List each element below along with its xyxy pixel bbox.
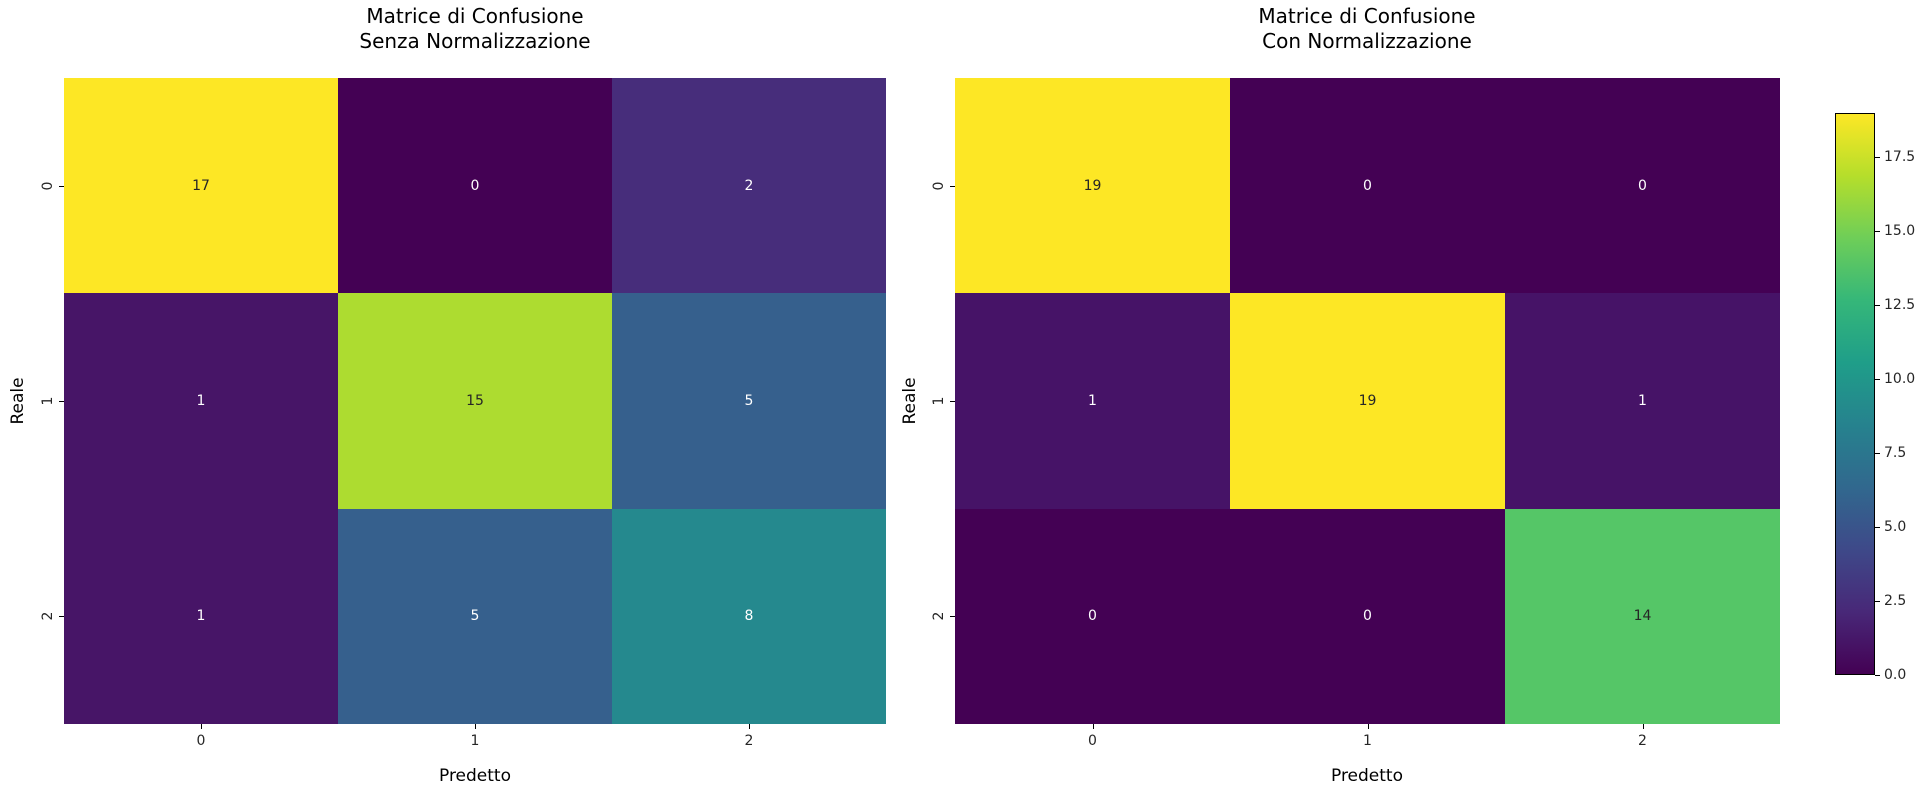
heatmap-cell-r1-c1: 19 — [1230, 293, 1505, 509]
right-xaxis-label: Predetto — [1330, 766, 1404, 786]
heatmap-cell-r2-c1: 0 — [1230, 508, 1505, 724]
heatmap-cell-r1-c1: 15 — [338, 293, 612, 509]
x-tick-label: 2 — [744, 733, 754, 749]
heatmap-cell-r1-c0: 1 — [64, 293, 338, 509]
right-plot-title: Matrice di Confusione Con Normalizzazion… — [1258, 4, 1476, 53]
colorbar-tick-mark — [1875, 675, 1880, 676]
heatmap-cell-r0-c1: 0 — [338, 78, 612, 294]
right-yaxis-label: Reale — [900, 377, 920, 425]
heatmap-cell-r2-c0: 1 — [64, 508, 338, 724]
heatmap-cell-r0-c2: 0 — [1505, 78, 1780, 294]
right-heatmap-grid: 19 0 0 1 19 1 0 0 14 — [955, 78, 1780, 724]
heatmap-cell-r2-c1: 5 — [338, 508, 612, 724]
x-tick-label: 1 — [470, 733, 480, 749]
heatmap-cell-r1-c2: 5 — [612, 293, 886, 509]
heatmap-cell-r0-c0: 17 — [64, 78, 338, 294]
heatmap-cell-r2-c0: 0 — [955, 508, 1230, 724]
x-tick-mark — [1642, 724, 1644, 729]
heatmap-cell-r1-c2: 1 — [1505, 293, 1780, 509]
x-tick-label: 0 — [1088, 733, 1097, 749]
heatmap-cell-r2-c2: 8 — [612, 508, 886, 724]
colorbar-tick-mark — [1875, 601, 1880, 603]
y-tick-mark — [59, 185, 64, 187]
heatmap-cell-r1-c0: 1 — [955, 293, 1230, 509]
left-xaxis-label: Predetto — [438, 766, 512, 786]
left-yaxis-label: Reale — [8, 377, 28, 425]
heatmap-cell-r2-c2: 14 — [1505, 508, 1780, 724]
colorbar-tick-mark — [1875, 527, 1880, 529]
colorbar-tick-mark — [1875, 157, 1880, 159]
y-tick-mark — [950, 185, 955, 187]
colorbar-tick-label: 2.5 — [1884, 593, 1907, 610]
left-heatmap-axes: 17 0 2 1 15 5 1 5 8 — [64, 78, 886, 724]
y-tick-label: 0 — [40, 181, 56, 191]
colorbar-tick-label: 7.5 — [1884, 445, 1907, 462]
x-tick-label: 2 — [1638, 733, 1647, 749]
x-tick-mark — [201, 724, 202, 729]
colorbar-tick-label: 5.0 — [1884, 519, 1907, 536]
right-heatmap-axes: 19 0 0 1 19 1 0 0 14 — [955, 78, 1780, 724]
y-tick-label: 1 — [931, 396, 947, 406]
y-tick-label: 2 — [40, 611, 56, 621]
y-tick-label: 1 — [40, 396, 56, 406]
heatmap-cell-r0-c1: 0 — [1230, 78, 1505, 294]
heatmap-cell-r0-c2: 2 — [612, 78, 886, 294]
y-tick-mark — [950, 401, 955, 402]
y-tick-mark — [59, 401, 64, 402]
colorbar-tick-label: 10.0 — [1884, 371, 1916, 388]
x-tick-label: 0 — [196, 733, 206, 749]
left-plot-title: Matrice di Confusione Senza Normalizzazi… — [359, 4, 591, 53]
x-tick-mark — [475, 724, 476, 729]
y-tick-mark — [950, 616, 955, 618]
colorbar-tick-label: 17.5 — [1884, 149, 1916, 166]
x-tick-mark — [749, 724, 750, 729]
colorbar-tick-mark — [1875, 231, 1880, 233]
colorbar-tick-label: 12.5 — [1884, 297, 1916, 314]
colorbar-tick-label: 15.0 — [1884, 223, 1916, 240]
left-heatmap-grid: 17 0 2 1 15 5 1 5 8 — [64, 78, 886, 724]
x-tick-mark — [1092, 724, 1094, 729]
x-tick-label: 1 — [1363, 733, 1372, 749]
y-tick-label: 0 — [931, 181, 947, 191]
x-tick-mark — [1367, 724, 1369, 729]
colorbar-tick-mark — [1875, 453, 1880, 455]
colorbar-tick-label: 0.0 — [1884, 667, 1907, 683]
colorbar-tick-mark — [1875, 305, 1880, 307]
y-tick-mark — [59, 616, 64, 618]
colorbar — [1835, 113, 1875, 675]
colorbar-tick-mark — [1875, 379, 1880, 381]
heatmap-cell-r0-c0: 19 — [955, 78, 1230, 294]
y-tick-label: 2 — [931, 611, 947, 621]
